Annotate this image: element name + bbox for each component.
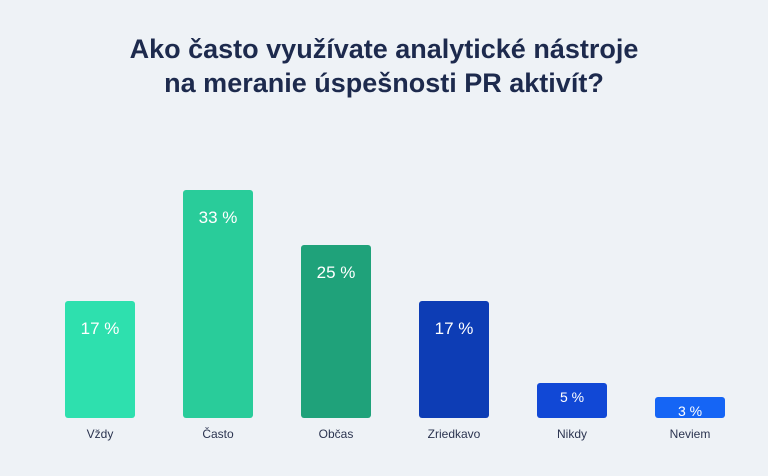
chart-title-line-1: Ako často využívate analytické nástroje	[129, 34, 639, 64]
bar-value-label-obcas: 25 %	[317, 263, 356, 282]
bar-neviem	[655, 397, 725, 418]
category-label-obcas: Občas	[319, 427, 354, 441]
bar-value-label-casto: 33 %	[199, 208, 238, 227]
bar-value-label-zriedkavo: 17 %	[435, 319, 474, 338]
bar-nikdy	[537, 383, 607, 418]
bar-casto	[183, 190, 253, 418]
category-label-zriedkavo: Zriedkavo	[428, 427, 481, 441]
category-label-casto: Často	[202, 426, 234, 441]
chart-title-line-2: na meranie úspešnosti PR aktivít?	[164, 68, 604, 98]
bar-value-label-vzdy: 17 %	[81, 319, 120, 338]
bar-value-label-nikdy: 5 %	[560, 389, 584, 405]
bar-obcas	[301, 245, 371, 418]
chart-title: Ako často využívate analytické nástroje …	[0, 32, 768, 100]
bar-zriedkavo	[419, 301, 489, 418]
bar-value-label-neviem: 3 %	[678, 403, 702, 419]
bar-vzdy	[65, 301, 135, 418]
category-label-neviem: Neviem	[670, 427, 711, 441]
category-label-vzdy: Vždy	[87, 427, 114, 441]
category-label-nikdy: Nikdy	[557, 427, 587, 441]
